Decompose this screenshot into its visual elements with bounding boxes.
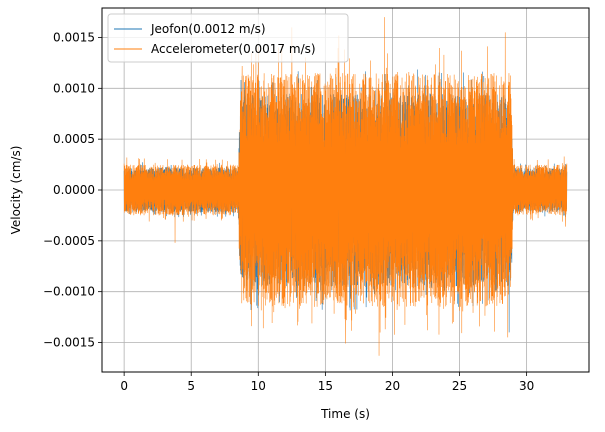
legend: Jeofon(0.0012 m/s) Accelerometer(0.0017 … [107,13,349,63]
ticks: 0 5 10 15 20 25 30 −0.0015 −0.0010 −0.0005 0.0000 0… [43,30,534,393]
series-line-accelerometer [123,17,568,356]
legend-box [107,13,349,63]
x-tick-label: 0 [120,379,128,393]
legend-label-accelerometer: Accelerometer(0.0017 m/s) [151,42,316,56]
y-tick-label: 0.0005 [53,132,95,146]
y-tick-label: −0.0005 [43,234,95,248]
x-tick-label: 10 [251,379,266,393]
legend-label-jeofon: Jeofon(0.0012 m/s) [150,22,266,36]
y-axis-label: Velocity (cm/s) [9,146,23,235]
y-tick-label: 0.0010 [53,81,95,95]
y-tick-label: −0.0010 [43,285,95,299]
x-tick-label: 30 [519,379,534,393]
x-tick-label: 15 [318,379,333,393]
y-tick-label: 0.0000 [53,183,95,197]
y-tick-label: −0.0015 [43,336,95,350]
x-tick-label: 20 [385,379,400,393]
y-tick-label: 0.0015 [53,30,95,44]
x-axis-label: Time (s) [320,407,370,421]
x-tick-label: 5 [187,379,195,393]
series-layer [123,17,568,356]
x-tick-label: 25 [452,379,467,393]
